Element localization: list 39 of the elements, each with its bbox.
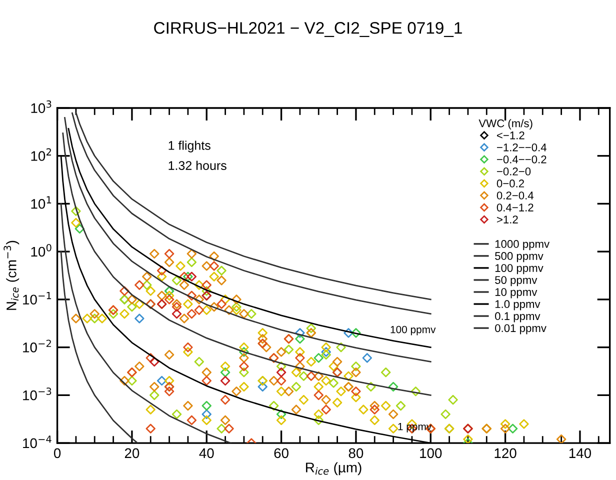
legend-label: 100 ppmv — [495, 264, 544, 274]
legend-label: 0−0.2 — [496, 180, 524, 188]
x-tick-label: 140 — [569, 448, 592, 458]
legend-label: 1.0 ppmv — [495, 300, 540, 310]
y-tick-label: 10$^{2}$ — [31, 148, 51, 161]
annotation: 1.32 hours — [168, 160, 226, 170]
legend-label: −0.2−0 — [497, 168, 531, 176]
legend-label: 0.1 ppmv — [495, 312, 540, 322]
legend-label: 10 ppmv — [495, 288, 538, 298]
x-tick-label: 100 — [420, 448, 442, 458]
y-tick-label: 10$^{−4}$ — [23, 436, 52, 448]
y-tick-label: 10$^{−1}$ — [23, 292, 52, 305]
annotation: 100 ppmv — [390, 326, 436, 336]
y-tick-label: 10$^{−2}$ — [23, 340, 51, 352]
x-tick-label: 0 — [54, 448, 61, 458]
x-tick-label: 80 — [348, 448, 364, 458]
legend-label: 0.2−0.4 — [496, 192, 534, 200]
legend-label: 0.01 ppmv — [495, 324, 546, 334]
legend-label: −0.4−−0.2 — [497, 155, 546, 164]
y-tick-label: 10$^{1}$ — [31, 196, 52, 209]
legend-label: −1.2−−0.4 — [497, 143, 546, 152]
legend-label: 0.4−1.2 — [496, 204, 534, 212]
legend-title: VWC (m/s) — [478, 119, 532, 130]
legend-label: 1000 ppmv — [495, 240, 550, 250]
x-tick-label: 60 — [274, 448, 288, 458]
y-tick-label: 10$^{−3}$ — [23, 388, 52, 400]
x-tick-label: 120 — [494, 448, 516, 458]
legend-label: >1.2 — [497, 216, 518, 224]
y-tick-label: 10$^{3}$ — [31, 100, 52, 114]
y-axis-title: N$_{ice}$ (cm$^{−3}$) — [4, 240, 20, 310]
legend-label: 50 ppmv — [495, 276, 538, 286]
legend-label: <−1.2 — [497, 131, 524, 140]
x-tick-label: 20 — [124, 448, 140, 458]
y-tick-label: 10$^{0}$ — [31, 244, 52, 257]
chart-title: CIRRUS−HL2021 − V2_CI2_SPE 0719_1 — [154, 22, 462, 37]
x-axis-title: R$_{ice}$ (µm) — [306, 462, 362, 476]
annotation: 1 flights — [168, 140, 210, 152]
legend-label: 500 ppmv — [495, 252, 544, 262]
x-tick-label: 40 — [199, 448, 214, 458]
